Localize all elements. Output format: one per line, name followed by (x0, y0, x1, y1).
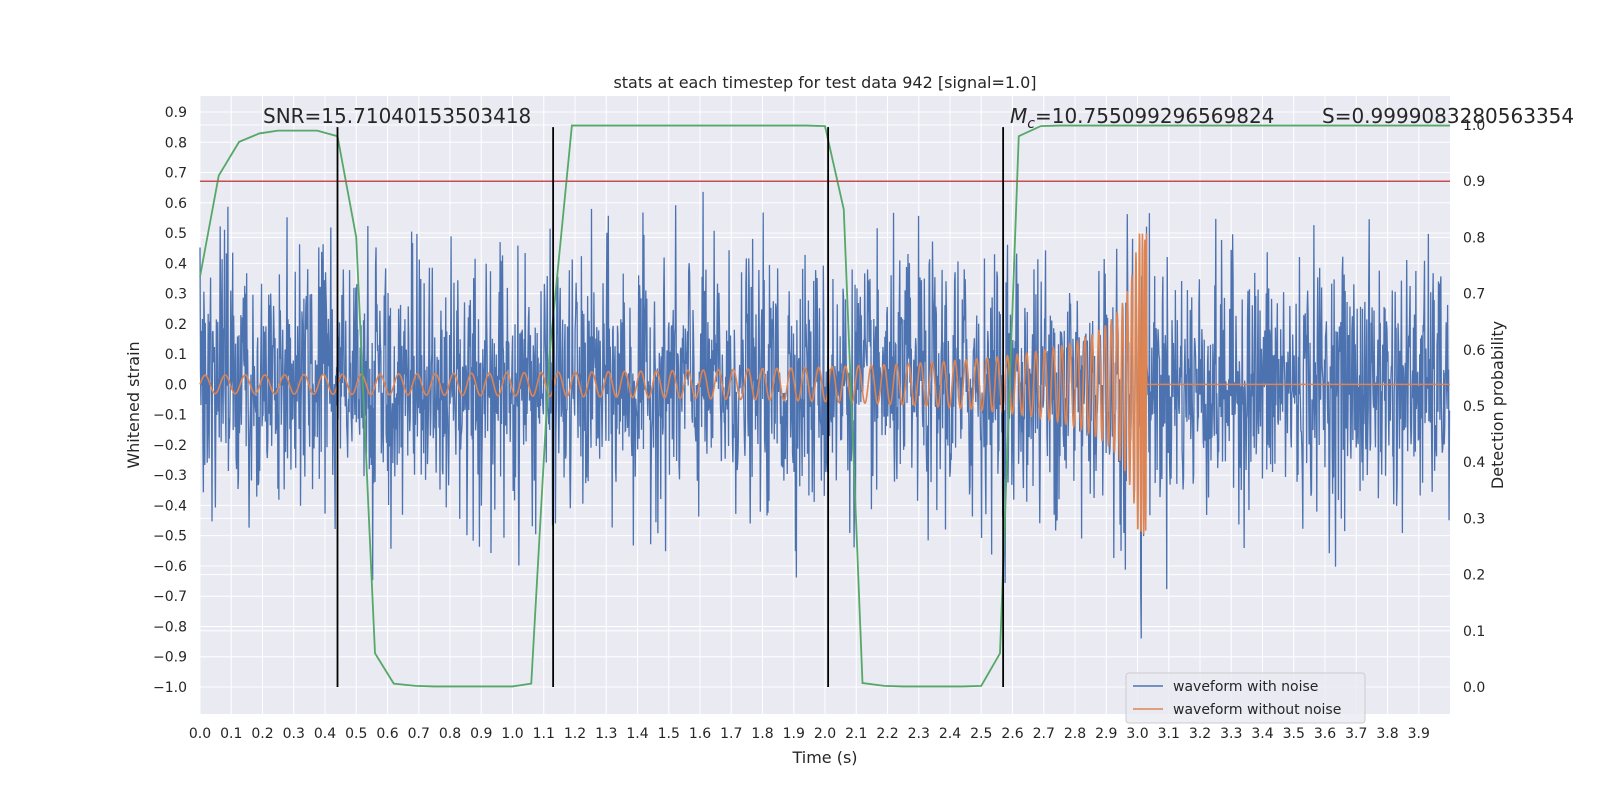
y2-tick-label: 0.7 (1463, 287, 1485, 303)
x-tick-label: 3.6 (1314, 726, 1336, 742)
series-waveform-without-noise (199, 233, 1450, 535)
y-tick-label: 0.7 (165, 166, 187, 182)
x-axis-ticks: 0.0 0.1 0.2 0.3 0.4 0.5 0.6 0.7 0.8 0.9 1.0 1.1 1.2 1… (189, 726, 1430, 742)
y-tick-label: −0.6 (153, 559, 187, 575)
x-tick-label: 0.7 (408, 726, 430, 742)
y-tick-label: 0.3 (165, 287, 187, 303)
y-tick-label: −0.7 (153, 589, 187, 605)
y2-tick-label: 0.0 (1463, 680, 1485, 696)
y2-tick-label: 0.1 (1463, 624, 1485, 640)
x-tick-label: 1.2 (564, 726, 586, 742)
x-tick-label: 1.9 (783, 726, 805, 742)
x-tick-label: 2.4 (939, 726, 961, 742)
x-tick-label: 0.1 (220, 726, 242, 742)
x-tick-label: 2.5 (970, 726, 992, 742)
x-tick-label: 1.1 (533, 726, 555, 742)
y-tick-label: −0.5 (153, 529, 187, 545)
x-tick-label: 3.2 (1189, 726, 1211, 742)
x-tick-label: 1.0 (501, 726, 523, 742)
legend-label-clean: waveform without noise (1173, 702, 1341, 718)
vertical-markers (336, 127, 1005, 687)
chart-title: stats at each timestep for test data 942… (613, 73, 1036, 92)
y2-tick-label: 1.0 (1463, 118, 1485, 134)
x-tick-label: 0.8 (439, 726, 461, 742)
y2-tick-label: 0.4 (1463, 455, 1485, 471)
y-tick-label: −0.2 (153, 438, 187, 454)
y-tick-label: −0.4 (153, 498, 187, 514)
x-tick-label: 3.0 (1126, 726, 1148, 742)
y-tick-label: 0.1 (165, 347, 187, 363)
y-tick-label: 0.6 (165, 196, 187, 212)
x-tick-label: 3.9 (1408, 726, 1430, 742)
probability-line (199, 124, 1450, 688)
x-tick-label: 0.2 (251, 726, 273, 742)
series-waveform-with-noise (199, 191, 1451, 639)
y-tick-label: 0.5 (165, 226, 187, 242)
x-tick-label: 2.8 (1064, 726, 1086, 742)
x-tick-label: 2.3 (908, 726, 930, 742)
x-tick-label: 2.1 (845, 726, 867, 742)
x-tick-label: 2.0 (814, 726, 836, 742)
x-tick-label: 2.7 (1033, 726, 1055, 742)
annotation-snr: SNR=15.71040153503418 (263, 104, 531, 128)
x-tick-label: 3.7 (1345, 726, 1367, 742)
y-tick-label: 0.2 (165, 317, 187, 333)
x-tick-label: 1.6 (689, 726, 711, 742)
annotation-chirp-mass: Mc=10.755099296569824 (1010, 104, 1274, 132)
x-tick-label: 1.5 (658, 726, 680, 742)
annotation-s: S=0.9999083280563354 (1322, 104, 1574, 128)
legend-label-noise: waveform with noise (1173, 679, 1318, 695)
y-tick-label: −0.1 (153, 408, 187, 424)
x-tick-label: 1.3 (595, 726, 617, 742)
x-tick-label: 0.0 (189, 726, 211, 742)
legend-box (1125, 672, 1366, 724)
y-tick-label: 0.4 (165, 256, 187, 272)
x-tick-label: 0.4 (314, 726, 336, 742)
clean-waveform-line (199, 233, 1450, 535)
x-tick-label: 3.8 (1376, 726, 1398, 742)
y-tick-label: −0.3 (153, 468, 187, 484)
x-tick-label: 3.4 (1251, 726, 1273, 742)
y-axis-label: Whitened strain (124, 341, 143, 468)
x-tick-label: 2.2 (876, 726, 898, 742)
annotation-chirp-mass-subscript: c (1027, 116, 1035, 132)
y2-tick-label: 0.9 (1463, 174, 1485, 190)
legend: waveform with noise waveform without noi… (1125, 672, 1366, 724)
y2-tick-label: 0.2 (1463, 568, 1485, 584)
y-tick-label: 0.0 (165, 377, 187, 393)
series-detection-probability (199, 124, 1450, 688)
x-tick-label: 0.3 (283, 726, 305, 742)
y-tick-label: −0.9 (153, 650, 187, 666)
y2-tick-label: 0.5 (1463, 399, 1485, 415)
x-tick-label: 0.5 (345, 726, 367, 742)
y2-axis-ticks: 1.0 0.9 0.8 0.7 0.6 0.5 0.4 0.3 0.2 0.1 0.0 (1463, 118, 1485, 696)
x-tick-label: 1.8 (751, 726, 773, 742)
y2-tick-label: 0.6 (1463, 343, 1485, 359)
x-tick-label: 2.6 (1001, 726, 1023, 742)
x-tick-label: 0.6 (376, 726, 398, 742)
annotation-chirp-mass-value: =10.755099296569824 (1035, 104, 1274, 128)
y2-tick-label: 0.8 (1463, 230, 1485, 246)
noise-waveform-line (199, 191, 1451, 639)
y2-axis-label: Detection probability (1488, 321, 1507, 489)
x-tick-label: 0.9 (470, 726, 492, 742)
x-tick-label: 3.3 (1220, 726, 1242, 742)
y2-tick-label: 0.3 (1463, 511, 1485, 527)
y-tick-label: 0.8 (165, 135, 187, 151)
y-tick-label: 0.9 (165, 105, 187, 121)
y-axis-ticks: 0.9 0.8 0.7 0.6 0.5 0.4 0.3 0.2 0.1 0.0 −0.1 −0.2 −0… (153, 105, 187, 696)
x-tick-label: 2.9 (1095, 726, 1117, 742)
x-tick-label: 3.1 (1158, 726, 1180, 742)
y-tick-label: −0.8 (153, 619, 187, 635)
y-tick-label: −1.0 (153, 680, 187, 696)
x-tick-label: 1.4 (626, 726, 648, 742)
x-axis-label: Time (s) (791, 748, 857, 767)
annotation-chirp-mass-symbol: M (1010, 104, 1027, 128)
x-tick-label: 1.7 (720, 726, 742, 742)
x-tick-label: 3.5 (1283, 726, 1305, 742)
